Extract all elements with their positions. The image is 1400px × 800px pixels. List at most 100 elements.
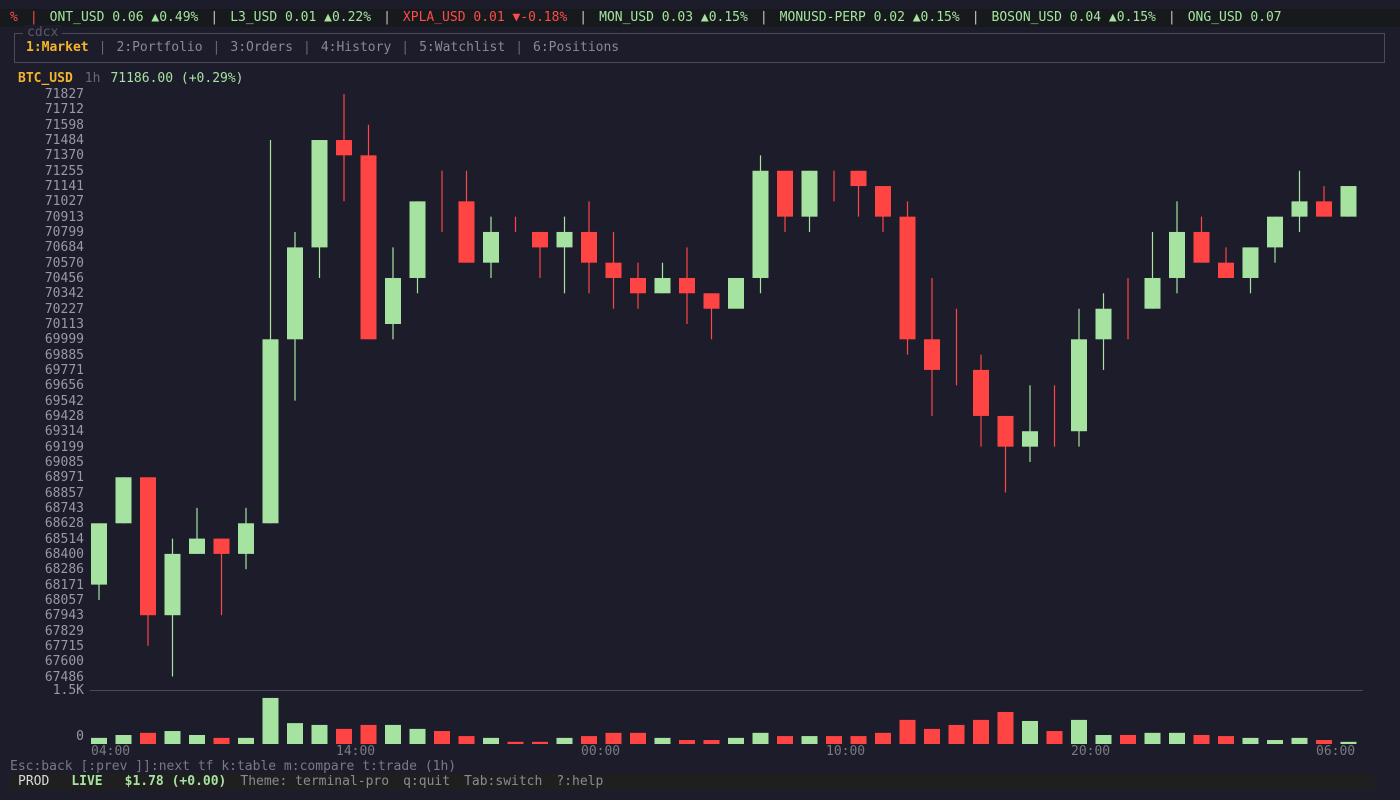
volume-bar — [728, 737, 744, 744]
candle-body[interactable] — [728, 277, 744, 309]
volume-bar — [115, 735, 132, 744]
price-tick: 67715 — [44, 638, 84, 654]
tab-bar: cdcx 1:Market | 2:Portfolio | 3:Orders | 4:His… — [14, 25, 1385, 63]
candle-body[interactable] — [311, 140, 328, 248]
candle-body[interactable] — [1193, 231, 1210, 263]
candle-body[interactable] — [1169, 231, 1185, 278]
quit-hint[interactable]: q:quit — [403, 774, 451, 789]
price-tick: 71141 — [44, 178, 84, 194]
candle-body[interactable] — [654, 277, 671, 294]
tab-market[interactable]: 1:Market — [26, 40, 89, 55]
candle-body[interactable] — [91, 523, 107, 585]
candle-body[interactable] — [458, 201, 475, 263]
tab-orders[interactable]: 3:Orders — [230, 40, 293, 55]
volume-bar — [1095, 735, 1112, 744]
volume-bar — [409, 728, 426, 744]
candle-body[interactable] — [115, 477, 132, 524]
price-tick: 70913 — [44, 209, 84, 225]
candle-body[interactable] — [1340, 186, 1357, 217]
volume-bar — [630, 732, 646, 744]
candle-body[interactable] — [238, 523, 254, 554]
ticker-separator: | — [759, 10, 768, 25]
candle-body[interactable] — [385, 277, 401, 325]
candle-body[interactable] — [924, 339, 940, 370]
volume-bar — [1267, 740, 1283, 744]
volume-bar — [458, 736, 475, 744]
candle-body[interactable] — [581, 231, 597, 263]
candle-body[interactable] — [1267, 216, 1283, 248]
candle-body[interactable] — [1218, 262, 1234, 278]
tab-watchlist[interactable]: 5:Watchlist — [419, 40, 506, 55]
candle-body[interactable] — [164, 553, 181, 616]
volume-bar — [336, 728, 352, 744]
candle-body[interactable] — [287, 247, 303, 340]
candle-body[interactable] — [1022, 431, 1038, 447]
candle-body[interactable] — [801, 170, 818, 217]
price-tick: 69999 — [44, 332, 84, 348]
candle-body[interactable] — [1095, 308, 1112, 340]
candle-body[interactable] — [703, 293, 720, 309]
help-hint[interactable]: ?:help — [556, 774, 604, 789]
balance-label: $1.78 (+0.00) — [124, 774, 227, 789]
candle-body[interactable] — [752, 170, 769, 278]
tab-positions[interactable]: 6:Positions — [533, 40, 620, 55]
tab-separator: | — [303, 40, 311, 55]
volume-bar — [1340, 741, 1357, 744]
tabs: 1:Market | 2:Portfolio | 3:Orders | 4:History |… — [26, 40, 619, 56]
tab-history[interactable]: 4:History — [320, 40, 392, 55]
candle-body[interactable] — [360, 155, 377, 340]
candle-body[interactable] — [997, 415, 1014, 447]
candle-body[interactable] — [1242, 247, 1259, 278]
chart-symbol: BTC_USD — [18, 71, 73, 86]
volume-bar — [507, 741, 524, 744]
candle-body[interactable] — [409, 201, 426, 278]
candle-body[interactable] — [556, 231, 573, 248]
candle-body[interactable] — [777, 170, 793, 217]
candle-body[interactable] — [1071, 339, 1087, 432]
candle-body[interactable] — [605, 262, 622, 278]
volume-bar — [1291, 737, 1308, 744]
candle-body[interactable] — [1291, 201, 1308, 217]
volume-bar — [973, 719, 989, 744]
candle-body[interactable] — [336, 140, 352, 156]
volume-bar — [360, 724, 377, 744]
candle-body[interactable] — [630, 277, 646, 294]
candle-body[interactable] — [875, 186, 891, 217]
price-tick: 68857 — [44, 485, 84, 501]
candle-body[interactable] — [140, 477, 156, 616]
candle-body[interactable] — [262, 339, 279, 524]
ticker-item: BOSON_USD 0.04 ▲0.15% — [991, 10, 1156, 25]
candle-body[interactable] — [189, 538, 205, 554]
candle-body[interactable] — [679, 277, 695, 294]
chart-header: BTC_USD 1h 71186.00 (+0.29%) — [18, 71, 244, 87]
volume-bar — [924, 728, 940, 744]
switch-hint[interactable]: Tab:switch — [464, 774, 543, 789]
candle-body[interactable] — [532, 231, 548, 248]
env-label: PROD — [18, 774, 50, 789]
price-tick: 69428 — [44, 408, 84, 424]
volume-bar — [1046, 731, 1063, 744]
volume-bar — [262, 697, 279, 744]
price-tick: 68286 — [44, 562, 84, 578]
price-tick: 70342 — [44, 286, 84, 302]
price-tick: 69199 — [44, 439, 84, 455]
tab-portfolio[interactable]: 2:Portfolio — [116, 40, 203, 55]
price-tick: 68628 — [44, 516, 84, 532]
tab-separator: | — [98, 40, 107, 55]
candle-body[interactable] — [1316, 201, 1332, 217]
ticker-strip: % | ONT_USD 0.06 ▲0.49% | L3_USD 0.01 ▲0.22%… — [0, 9, 1400, 27]
time-tick: 04:00 — [91, 744, 131, 759]
candle-body[interactable] — [973, 369, 989, 416]
volume-bar — [1120, 735, 1136, 744]
price-tick: 67486 — [44, 669, 84, 685]
help-line: Esc:back [:prev ]]:next tf k:table m:com… — [10, 759, 457, 774]
candle-body[interactable] — [483, 231, 499, 263]
price-tick: 70456 — [44, 270, 84, 286]
candle-body[interactable] — [213, 538, 230, 554]
candle-body[interactable] — [899, 216, 916, 340]
volume-bar — [1193, 735, 1210, 744]
candle-body[interactable] — [850, 170, 867, 187]
app-title: cdcx — [23, 25, 63, 41]
candle-body[interactable] — [1144, 277, 1161, 309]
